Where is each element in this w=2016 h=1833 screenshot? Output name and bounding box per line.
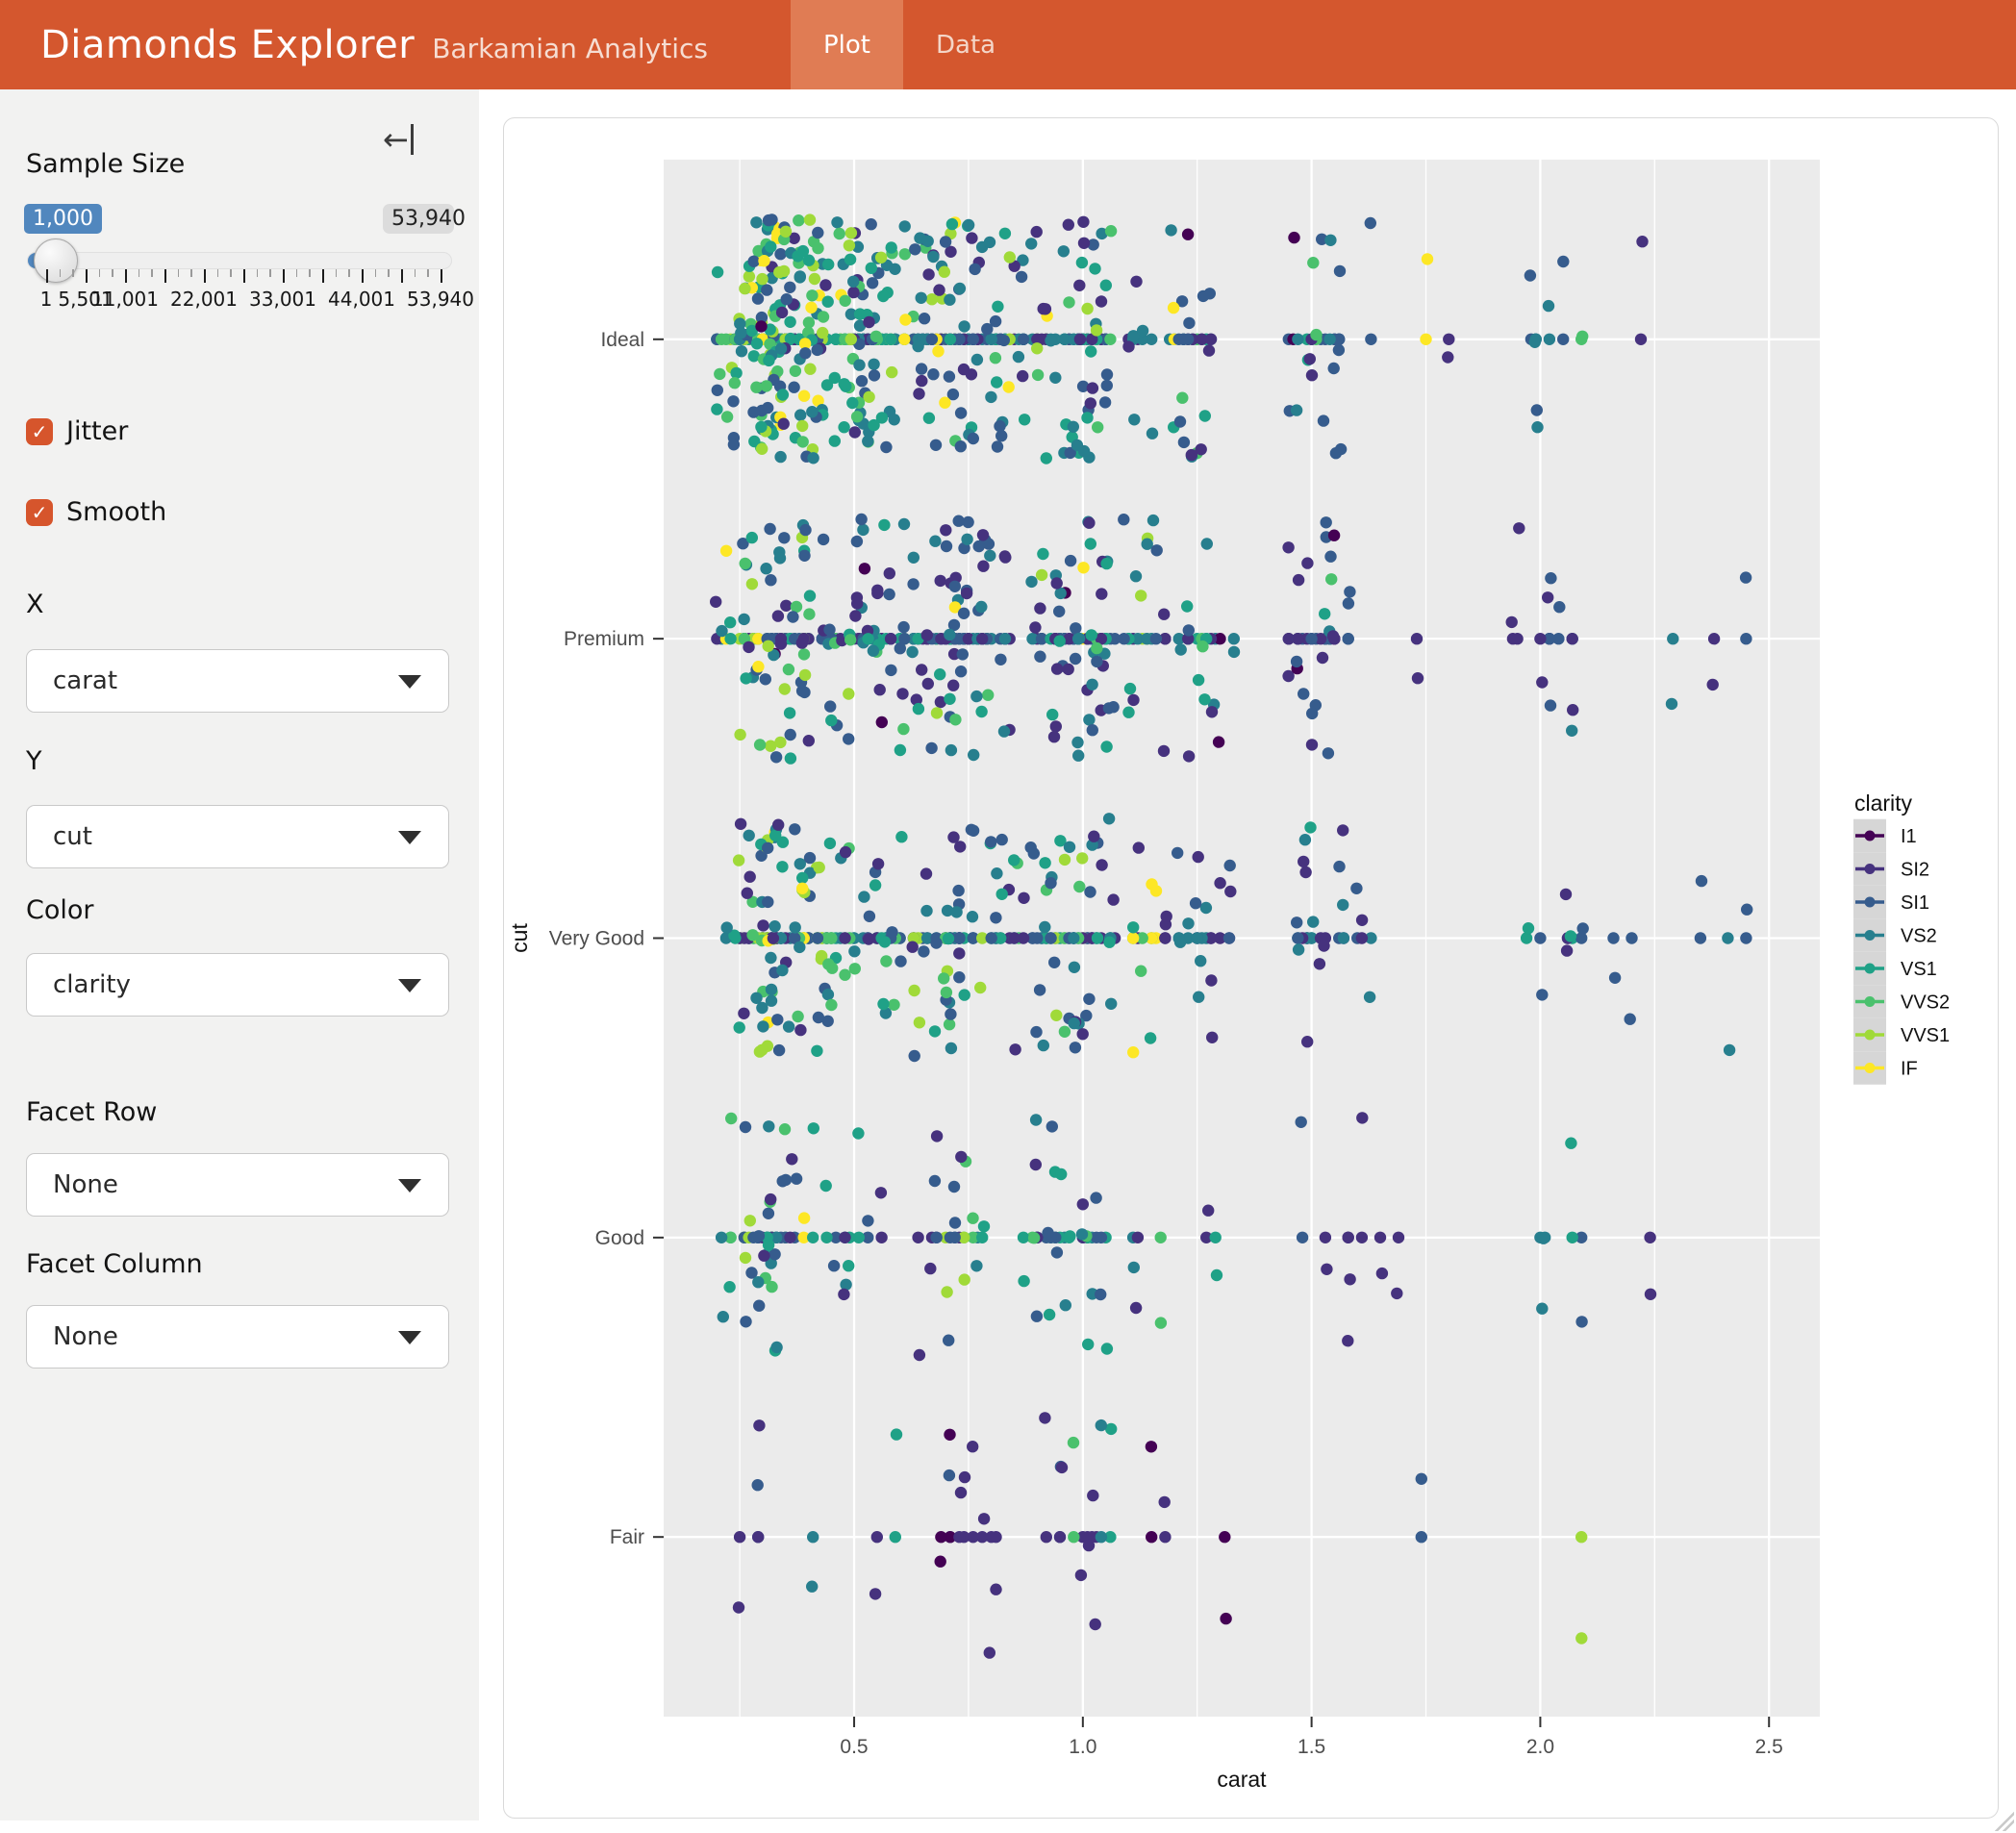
facet-row-select[interactable]: None bbox=[26, 1153, 449, 1217]
slider-major-tick bbox=[243, 269, 245, 283]
slider-minor-tick bbox=[374, 269, 377, 277]
jitter-label[interactable]: Jitter bbox=[66, 416, 129, 446]
slider-tick-labels: 1 5,501 11,001 22,001 33,001 44,001 53,940 bbox=[27, 288, 474, 313]
chevron-down-icon bbox=[398, 1331, 421, 1344]
tab-data[interactable]: Data bbox=[936, 30, 996, 60]
plot-card bbox=[503, 117, 1999, 1819]
slider-major-tick bbox=[362, 269, 364, 283]
smooth-checkbox[interactable]: ✓ bbox=[26, 498, 53, 526]
slider-minor-tick bbox=[151, 269, 153, 277]
facet-row-select-value: None bbox=[53, 1170, 118, 1199]
chevron-down-icon bbox=[398, 675, 421, 689]
slider-major-tick bbox=[322, 269, 324, 283]
sidebar: ← Sample Size 1,000 53,940 1 5,501 11,001 2… bbox=[0, 89, 479, 1820]
x-select-value: carat bbox=[53, 666, 118, 695]
slider-minor-tick bbox=[414, 269, 416, 277]
slider-tick-label: 44,001 bbox=[328, 288, 395, 311]
app-subtitle: Barkamian Analytics bbox=[432, 32, 708, 64]
app-brand: Diamonds Explorer Barkamian Analytics bbox=[40, 23, 708, 67]
tab-plot[interactable]: Plot bbox=[790, 0, 903, 89]
slider-minor-tick bbox=[98, 269, 101, 277]
slider-minor-tick bbox=[216, 269, 219, 277]
facet-column-select-value: None bbox=[53, 1322, 118, 1351]
slider-minor-tick bbox=[138, 269, 140, 277]
chevron-down-icon bbox=[398, 831, 421, 844]
chevron-down-icon bbox=[398, 1179, 421, 1193]
y-select-label: Y bbox=[26, 746, 42, 776]
slider-major-tick bbox=[86, 269, 88, 283]
jitter-checkbox-row[interactable]: ✓ Jitter bbox=[26, 416, 128, 446]
slider-major-tick bbox=[283, 269, 285, 283]
slider-major-tick bbox=[401, 269, 403, 283]
navbar: Diamonds Explorer Barkamian Analytics Pl… bbox=[0, 0, 2016, 89]
jitter-checkbox[interactable]: ✓ bbox=[26, 417, 53, 445]
slider-minor-tick bbox=[59, 269, 62, 277]
x-select-label: X bbox=[26, 590, 44, 619]
slider-minor-tick bbox=[335, 269, 338, 277]
slider-tick-label: 22,001 bbox=[170, 288, 238, 311]
slider-minor-tick bbox=[190, 269, 192, 277]
app-title: Diamonds Explorer bbox=[40, 22, 416, 67]
y-select-value: cut bbox=[53, 822, 92, 851]
slider-minor-tick bbox=[388, 269, 390, 277]
slider-tick-label: 33,001 bbox=[249, 288, 316, 311]
slider-minor-tick bbox=[177, 269, 180, 277]
slider-tick-label: 53,940 bbox=[407, 288, 474, 311]
color-select-value: clarity bbox=[53, 970, 131, 999]
sample-size-slider-track[interactable] bbox=[27, 252, 452, 269]
sample-size-label: Sample Size bbox=[26, 149, 186, 179]
sample-size-slider-handle[interactable] bbox=[34, 239, 78, 283]
resize-grip-icon[interactable] bbox=[1995, 1812, 2014, 1831]
nav-tabs: Plot Data bbox=[790, 0, 1028, 89]
slider-value-badge: 1,000 bbox=[24, 204, 102, 234]
slider-minor-tick bbox=[348, 269, 350, 277]
slider-minor-tick bbox=[256, 269, 259, 277]
sidebar-collapse-icon[interactable]: ← bbox=[383, 120, 429, 159]
smooth-label[interactable]: Smooth bbox=[66, 497, 167, 527]
slider-minor-tick bbox=[112, 269, 113, 277]
slider-ruler bbox=[27, 269, 446, 285]
color-select-label: Color bbox=[26, 895, 94, 925]
slider-minor-tick bbox=[309, 269, 311, 277]
facet-column-select[interactable]: None bbox=[26, 1305, 449, 1368]
x-select[interactable]: carat bbox=[26, 649, 449, 713]
color-select[interactable]: clarity bbox=[26, 953, 449, 1017]
slider-tick-label: 11,001 bbox=[91, 288, 159, 311]
smooth-checkbox-row[interactable]: ✓ Smooth bbox=[26, 497, 166, 527]
facet-row-select-label: Facet Row bbox=[26, 1097, 158, 1127]
slider-major-tick bbox=[125, 269, 127, 283]
slider-minor-tick bbox=[295, 269, 298, 277]
slider-minor-tick bbox=[427, 269, 429, 277]
slider-tick-label: 5,501 bbox=[58, 288, 113, 311]
arrow-left-icon: ← bbox=[383, 121, 409, 158]
slider-major-tick bbox=[204, 269, 206, 283]
slider-tick-label: 1 bbox=[39, 288, 53, 311]
slider-major-tick bbox=[164, 269, 166, 283]
slider-major-tick bbox=[46, 269, 48, 283]
facet-column-select-label: Facet Column bbox=[26, 1249, 203, 1279]
slider-minor-tick bbox=[72, 269, 74, 277]
collapse-bar-icon bbox=[410, 124, 414, 155]
slider-minor-tick bbox=[269, 269, 271, 277]
slider-minor-tick bbox=[230, 269, 232, 277]
y-select[interactable]: cut bbox=[26, 805, 449, 868]
slider-major-tick bbox=[441, 269, 442, 283]
slider-max-badge: 53,940 bbox=[383, 204, 466, 234]
chevron-down-icon bbox=[398, 979, 421, 992]
